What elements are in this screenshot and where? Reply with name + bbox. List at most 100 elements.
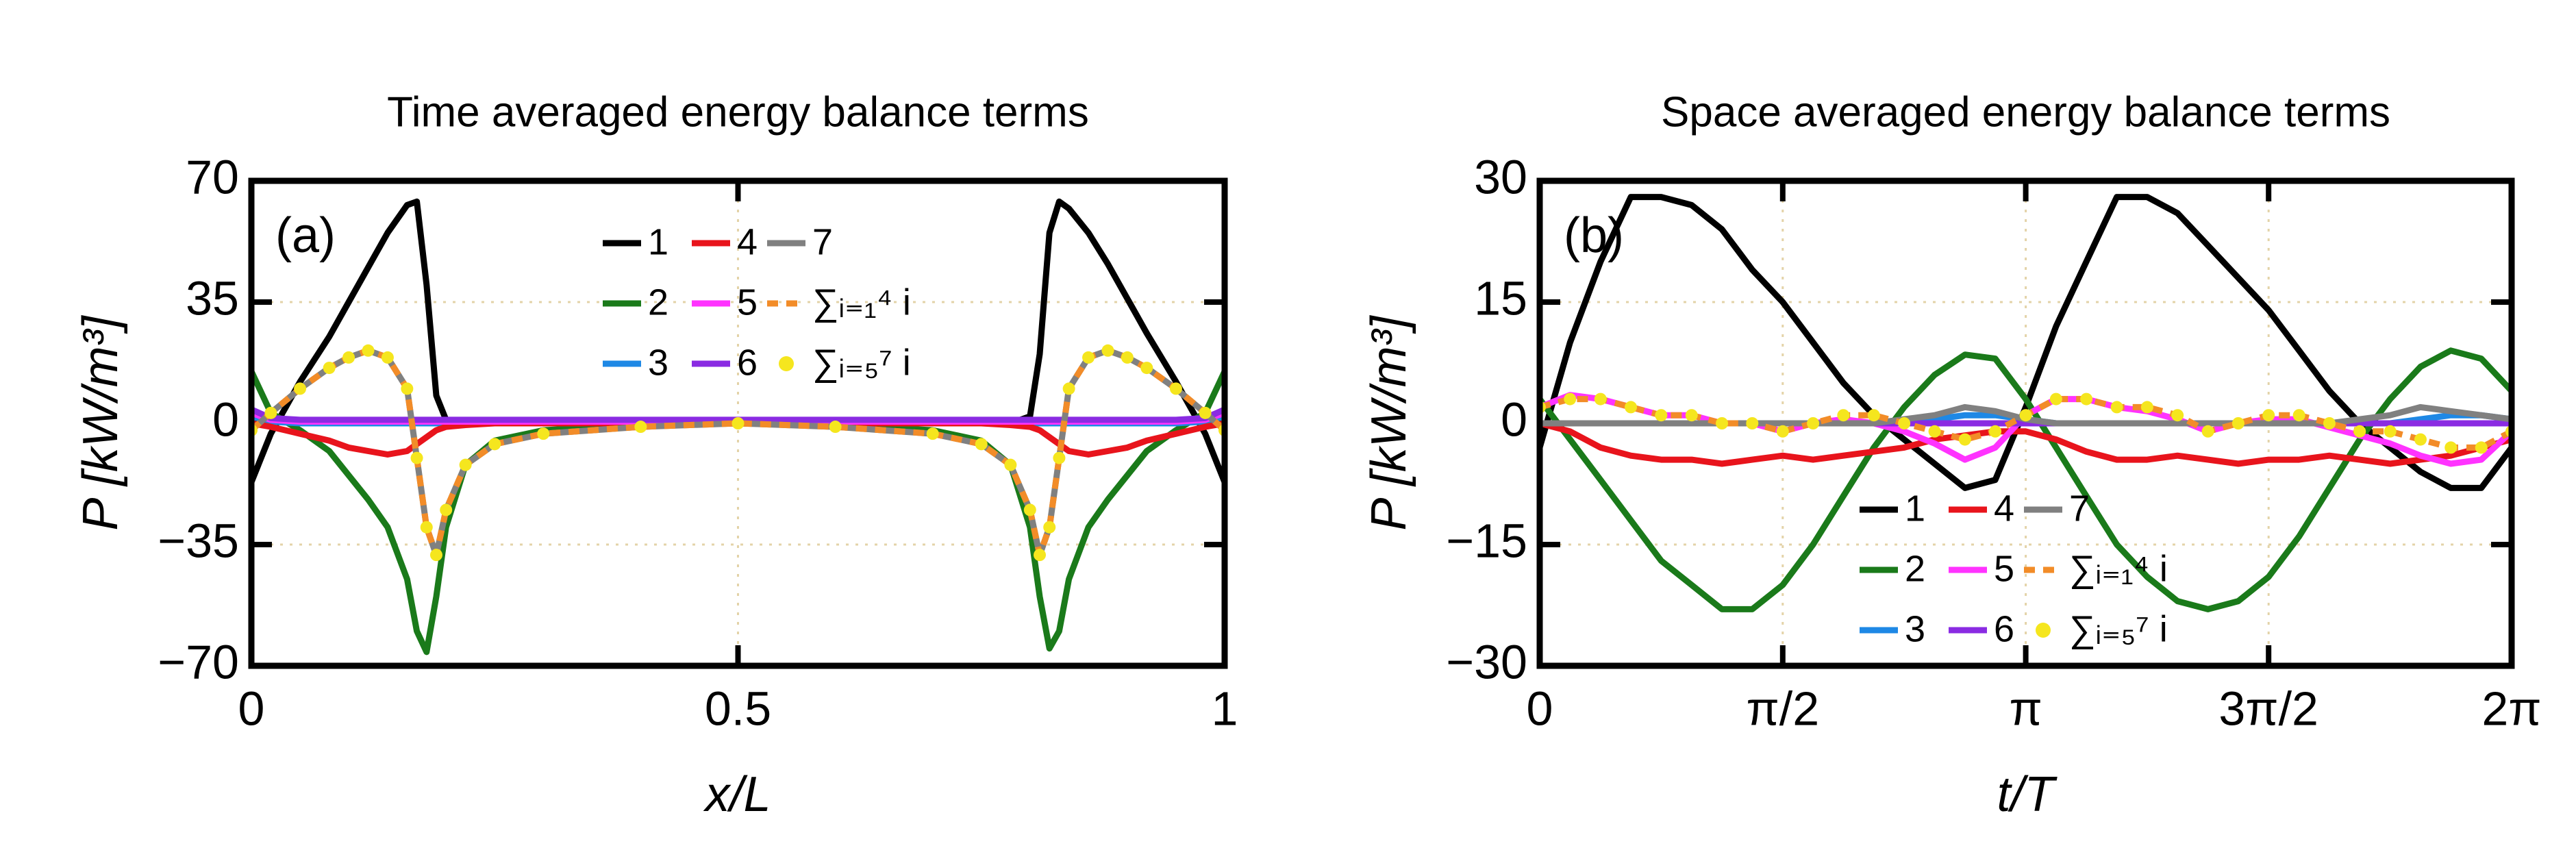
data-dot (362, 344, 375, 357)
data-dot (1655, 409, 1668, 422)
data-dot (1958, 433, 1971, 446)
data-dot (537, 427, 550, 440)
y-axis-label: P [kW/m³] (73, 314, 128, 530)
data-dot (1685, 409, 1698, 422)
data-dot (1898, 417, 1911, 429)
legend-label: 5 (1994, 548, 2014, 589)
legend-label: 3 (648, 342, 668, 383)
data-dot (2262, 409, 2275, 422)
data-dot (264, 406, 277, 419)
y-tick-label: 35 (186, 271, 239, 325)
data-dot (2140, 401, 2153, 414)
chart-title: Time averaged energy balance terms (387, 88, 1089, 136)
data-dot (1023, 503, 1036, 516)
data-dot (2292, 409, 2305, 422)
x-tick-label: π/2 (1746, 682, 1819, 735)
legend-label: ∑ᵢ₌₅⁷ i (812, 342, 911, 383)
y-tick-label: −30 (1446, 635, 1527, 688)
data-dot (2110, 401, 2123, 414)
data-dot (2353, 425, 2366, 438)
data-dot (2049, 392, 2062, 406)
data-dot (1625, 401, 1638, 414)
data-dot (2231, 417, 2244, 429)
y-tick-label: 15 (1474, 271, 1527, 325)
data-dot (634, 421, 647, 434)
legend-label: 5 (737, 282, 758, 323)
legend-label: 1 (1905, 488, 1925, 529)
data-dot (1716, 417, 1729, 429)
y-tick-label: 0 (1501, 392, 1527, 446)
data-dot (429, 549, 442, 562)
legend-label: 6 (1994, 608, 2014, 649)
x-axis-label: t/T (1997, 767, 2058, 822)
data-dot (1867, 409, 1880, 422)
data-dot (1062, 382, 1075, 395)
data-dot (488, 438, 501, 451)
legend-label: 7 (2069, 488, 2090, 529)
data-dot (2414, 433, 2427, 446)
legend-label: 1 (648, 221, 668, 262)
y-tick-label: 30 (1474, 150, 1527, 203)
data-dot (1169, 382, 1182, 395)
data-dot (2171, 409, 2184, 422)
data-dot (2475, 441, 2488, 454)
data-dot (1053, 451, 1066, 464)
data-dot (342, 351, 355, 364)
data-dot (2384, 425, 2397, 438)
data-dot (1199, 406, 1212, 419)
plot-frame (1536, 177, 2515, 669)
data-dot (381, 351, 394, 364)
data-dot (1121, 351, 1134, 364)
legend-swatch (779, 356, 794, 371)
data-dot (294, 382, 307, 395)
legend-label: 7 (812, 221, 833, 262)
data-dot (440, 503, 453, 516)
legend-label: 4 (1994, 488, 2014, 529)
data-dot (2080, 392, 2093, 406)
y-tick-label: −15 (1446, 514, 1527, 567)
data-dot (410, 451, 423, 464)
y-tick-label: −70 (158, 635, 239, 688)
data-line (1540, 194, 2512, 491)
data-dot (975, 438, 988, 451)
data-dot (1043, 521, 1056, 534)
x-tick-label: 0 (1527, 682, 1553, 735)
legend-label: 3 (1905, 608, 1925, 649)
x-tick-label: 2π (2481, 682, 2541, 735)
y-axis-label: P [kW/m³] (1362, 314, 1416, 530)
legend-label: 2 (648, 282, 668, 323)
x-tick-label: 3π/2 (2218, 682, 2318, 735)
legend-label: 6 (737, 342, 758, 383)
data-dot (1034, 549, 1047, 562)
chart-title: Space averaged energy balance terms (1661, 88, 2390, 136)
x-tick-label: 0.5 (705, 682, 771, 735)
data-dot (1837, 409, 1850, 422)
data-dot (926, 427, 939, 440)
data-dot (1101, 344, 1114, 357)
y-tick-label: 70 (186, 150, 239, 203)
legend-label: ∑ᵢ₌₁⁴ i (812, 282, 911, 323)
data-dot (1928, 425, 1941, 438)
data-dot (829, 421, 842, 434)
data-dot (2444, 441, 2458, 454)
legend-label: 2 (1905, 548, 1925, 589)
data-dot (2201, 425, 2214, 438)
legend-swatch (2036, 623, 2051, 638)
data-dot (1594, 392, 1607, 406)
panel-label: (b) (1564, 208, 1624, 263)
data-dot (2019, 409, 2032, 422)
data-dot (420, 521, 433, 534)
data-dot (1807, 417, 1820, 429)
data-dot (2323, 417, 2336, 429)
x-tick-label: 0 (238, 682, 265, 735)
data-dot (1004, 458, 1017, 471)
data-dot (1082, 351, 1095, 364)
data-dot (1140, 362, 1153, 375)
panel-label: (a) (275, 208, 336, 263)
x-tick-label: 1 (1212, 682, 1238, 735)
plot-frame (248, 177, 1228, 669)
legend-label: 4 (737, 221, 758, 262)
y-tick-label: 0 (212, 392, 239, 446)
data-dot (401, 382, 414, 395)
